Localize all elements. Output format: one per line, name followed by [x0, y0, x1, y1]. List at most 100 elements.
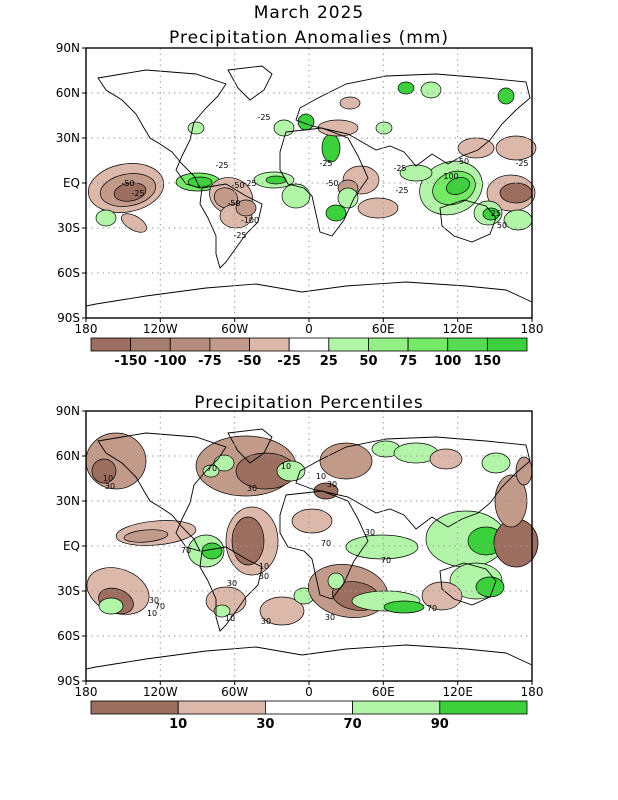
percentile-map-shade-31	[475, 576, 505, 598]
percentile-colorbar-label: 90	[431, 717, 449, 732]
percentile-map-lat-label: 30N	[56, 494, 80, 508]
anomaly-map-contour-label: -25	[215, 161, 228, 170]
anomaly-colorbar-label: -25	[277, 354, 301, 369]
anomaly-map-lat-label: 90N	[56, 41, 80, 55]
percentile-map-contour-label: 10	[281, 462, 291, 471]
anomaly-map-contour-label: 25	[491, 209, 501, 218]
percentile-map-contour-label: 30	[105, 482, 115, 491]
anomaly-map-shade-36	[497, 87, 515, 105]
anomaly-map-shade-17	[321, 133, 341, 163]
anomaly-colorbar-swatch	[407, 337, 449, 352]
anomaly-map-contour-label: -25	[319, 159, 332, 168]
anomaly-map-shade-28	[503, 209, 533, 231]
percentile-map-contour-label: 10	[259, 562, 269, 571]
anomaly-map-contour-label: 100	[443, 172, 458, 181]
anomaly-map-shade-31	[187, 121, 205, 135]
anomaly-map-lon-label: 180	[521, 322, 544, 336]
anomaly-map-lon-label: 120E	[442, 322, 473, 336]
anomaly-map-south-america-outline	[199, 183, 263, 269]
percentile-map-shade-32	[421, 581, 463, 611]
anomaly-map-shade-11	[281, 183, 311, 209]
anomaly-map-shade-19	[337, 187, 359, 209]
percentile-map-contour-label: 30	[149, 596, 159, 605]
page-title: March 2025	[253, 3, 365, 23]
anomaly-colorbar: -150 -100 -75 -50 -25 25 50 75 100 150	[90, 337, 528, 369]
anomaly-map-contour-label: -25	[243, 179, 256, 188]
percentile-map-shade-33	[319, 442, 373, 480]
anomaly-colorbar-swatch	[328, 337, 369, 352]
anomaly-map-contour-label: -25	[395, 186, 408, 195]
percentile-map-contour-label: 30	[259, 572, 269, 581]
percentile-map-shade-3	[123, 529, 169, 543]
anomaly-map-shade-39	[339, 96, 361, 110]
anomaly-map-shade-20	[357, 197, 399, 219]
percentile-map-contour-label: 30	[227, 579, 237, 588]
percentile-map-shade-18	[259, 596, 305, 626]
percentile-map-contour-label: 30	[365, 528, 375, 537]
percentile-map-shade-36	[429, 448, 463, 470]
anomaly-colorbar-swatch	[130, 337, 171, 352]
anomaly-map-north-america-outline	[97, 69, 227, 189]
percentile-map-lon-label: 0	[305, 685, 313, 699]
percentile-map-africa-outline	[279, 490, 369, 600]
anomaly-map-contour-label: -25	[393, 164, 406, 173]
percentile-map-australia-outline	[439, 562, 497, 606]
percentile-map-contour-label: 30	[261, 617, 271, 626]
anomaly-map-lon-label: 120W	[143, 322, 178, 336]
percentile-map-lat-label: EQ	[63, 539, 80, 553]
anomaly-map-shade-16	[325, 204, 347, 222]
anomaly-map-contour-label: -50	[121, 179, 134, 188]
anomaly-colorbar-swatch	[486, 337, 528, 352]
anomaly-map-shade-37	[375, 121, 393, 135]
anomaly-map-shade-34	[420, 81, 442, 99]
percentile-map-shade-23	[345, 534, 419, 560]
anomaly-map-contour-label: -25	[515, 159, 528, 168]
anomaly-colorbar-label: 75	[399, 354, 417, 369]
anomaly-map-shade-30	[273, 119, 295, 137]
anomaly-map-shade-4	[95, 209, 117, 227]
anomaly-map-contour-label: -50	[231, 181, 244, 190]
anomaly-map-lat-label: 30S	[57, 221, 80, 235]
percentile-map-contour-label: 30	[247, 484, 257, 493]
anomaly-map-lat-label: 60N	[56, 86, 80, 100]
percentile-map-contour-label: 70	[381, 556, 391, 565]
percentile-map-contour-label: 10	[225, 614, 235, 623]
anomaly-map-contour-label: 50	[497, 221, 507, 230]
anomaly-colorbar-label: -75	[198, 354, 222, 369]
percentile-map-lon-label: 120W	[143, 685, 178, 699]
anomaly-map-shade-35	[397, 81, 415, 95]
anomaly-colorbar-swatch	[169, 337, 211, 352]
anomaly-colorbar-label: 150	[474, 354, 501, 369]
anomaly-map-africa-outline	[279, 127, 369, 237]
anomaly-colorbar-swatch	[90, 337, 132, 352]
anomaly-colorbar-label: -150	[114, 354, 147, 369]
percentile-map-shade-0	[85, 432, 147, 490]
anomaly-map-lat-label: EQ	[63, 176, 80, 190]
percentile-map-contour-label: 70	[181, 546, 191, 555]
anomaly-colorbar-swatch	[447, 337, 488, 352]
percentile-map-lon-label: 120E	[442, 685, 473, 699]
anomaly-colorbar-label: 25	[320, 354, 338, 369]
percentile-map-lat-label: 90N	[56, 404, 80, 418]
percentile-colorbar-swatch	[177, 700, 266, 715]
anomaly-map-shade-33	[495, 135, 537, 161]
percentile-map-contour-label: 30	[327, 480, 337, 489]
percentile-colorbar-label: 30	[256, 717, 274, 732]
percentile-map-greenland-outline	[227, 428, 273, 464]
percentile-colorbar-label: 70	[344, 717, 362, 732]
anomaly-map-lat-label: 90S	[57, 311, 80, 325]
percentile-map-north-america-outline	[97, 432, 227, 552]
percentile-map-lon-label: 60W	[221, 685, 248, 699]
anomaly-map-shade-2	[113, 182, 147, 202]
anomaly-map-shade-29	[399, 164, 433, 182]
anomaly-colorbar-swatch	[368, 337, 409, 352]
anomaly-map-lon-label: 0	[305, 322, 313, 336]
percentile-map-contour-label: 10	[316, 472, 326, 481]
anomaly-map-eurasia-outline	[295, 73, 531, 167]
anomaly-map-australia-outline	[439, 199, 497, 243]
percentile-map-contour-label: 10	[147, 609, 157, 618]
percentile-map-shade-1	[91, 458, 117, 484]
anomaly-map-shade-25	[499, 182, 533, 204]
anomaly-map-contour-label: -50	[227, 199, 240, 208]
